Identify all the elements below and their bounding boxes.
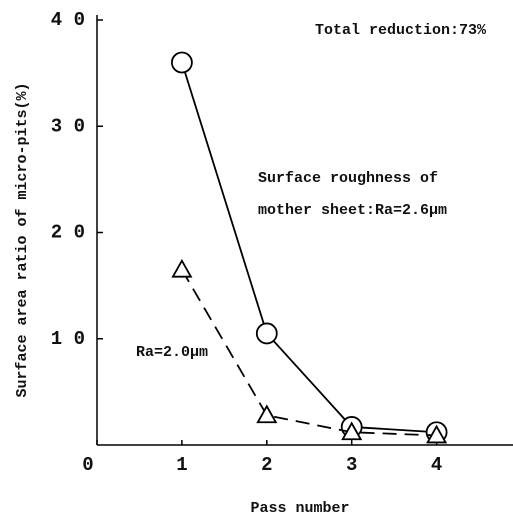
x-tick-label: 0	[82, 454, 93, 476]
annotation: Surface roughness of	[258, 170, 438, 187]
annotation: Total reduction:73%	[315, 22, 487, 39]
y-tick-label: 3 0	[51, 115, 85, 137]
annotation: Ra=2.0μm	[136, 344, 208, 361]
x-tick-label: 4	[431, 454, 442, 476]
marker	[170, 51, 193, 74]
marker	[341, 421, 363, 441]
marker	[171, 258, 193, 278]
series-line	[181, 62, 437, 434]
y-axis-label: Surface area ratio of micro-pits(%)	[14, 82, 31, 397]
y-tick-label: 4 0	[51, 9, 85, 31]
y-tick-label: 1 0	[51, 328, 85, 350]
marker	[256, 404, 278, 424]
x-tick-label: 2	[261, 454, 272, 476]
annotation: mother sheet:Ra=2.6μm	[258, 202, 447, 219]
x-axis-label: Pass number	[250, 500, 349, 517]
marker	[426, 424, 448, 444]
x-tick-label: 1	[176, 454, 187, 476]
series-line	[181, 269, 437, 437]
y-tick-label: 2 0	[51, 222, 85, 244]
x-tick-label: 3	[346, 454, 357, 476]
marker	[255, 322, 278, 345]
